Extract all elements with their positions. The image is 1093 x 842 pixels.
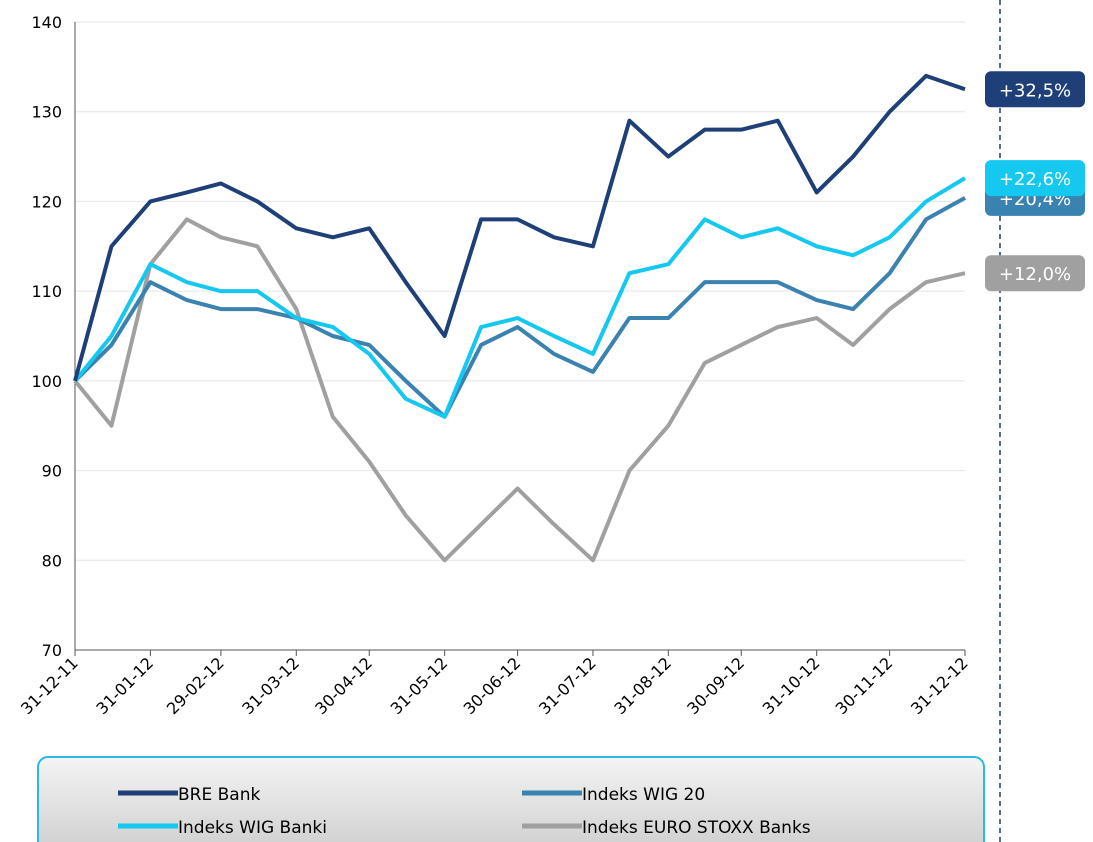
x-tick-label: 31-03-12 — [238, 653, 303, 718]
y-tick-label: 140 — [31, 13, 62, 32]
end-label: +32,5% — [999, 80, 1071, 101]
legend-label: Indeks WIG Banki — [178, 818, 327, 838]
y-tick-label: 130 — [31, 103, 62, 122]
x-tick-label: 30-06-12 — [460, 653, 525, 718]
series-line — [73, 196, 966, 419]
series-line — [73, 73, 966, 382]
x-tick-label: 30-04-12 — [311, 653, 376, 718]
end-label-box — [985, 255, 1085, 292]
y-tick-label: 110 — [31, 282, 62, 301]
y-tick-label: 120 — [31, 192, 62, 211]
end-label: +22,6% — [999, 169, 1071, 190]
x-tick-label: 29-02-12 — [163, 653, 228, 718]
end-label-box — [985, 71, 1085, 108]
legend-label: Indeks WIG 20 — [582, 785, 705, 805]
legend-label: BRE Bank — [178, 785, 260, 805]
legend-label: Indeks EURO STOXX Banks — [582, 818, 811, 838]
y-tick-label: 70 — [42, 641, 62, 660]
x-tick-label: 31-10-12 — [759, 653, 824, 718]
x-tick-label: 31-01-12 — [92, 653, 157, 718]
x-tick-label: 31-05-12 — [387, 653, 452, 718]
x-tick-label: 31-08-12 — [610, 653, 675, 718]
x-tick-label: 31-12-11 — [17, 653, 82, 718]
x-tick-label: 31-07-12 — [535, 653, 600, 718]
y-tick-label: 100 — [31, 372, 62, 391]
series-line — [73, 217, 966, 563]
legend — [37, 756, 985, 842]
end-label: +12,0% — [999, 264, 1071, 285]
y-tick-label: 80 — [42, 551, 62, 570]
y-tick-label: 90 — [42, 462, 62, 481]
end-label-box — [985, 160, 1085, 197]
x-tick-label: 30-09-12 — [683, 653, 748, 718]
x-tick-label: 30-11-12 — [832, 653, 897, 718]
x-tick-label: 31-12-12 — [907, 653, 972, 718]
series-line — [73, 176, 967, 419]
